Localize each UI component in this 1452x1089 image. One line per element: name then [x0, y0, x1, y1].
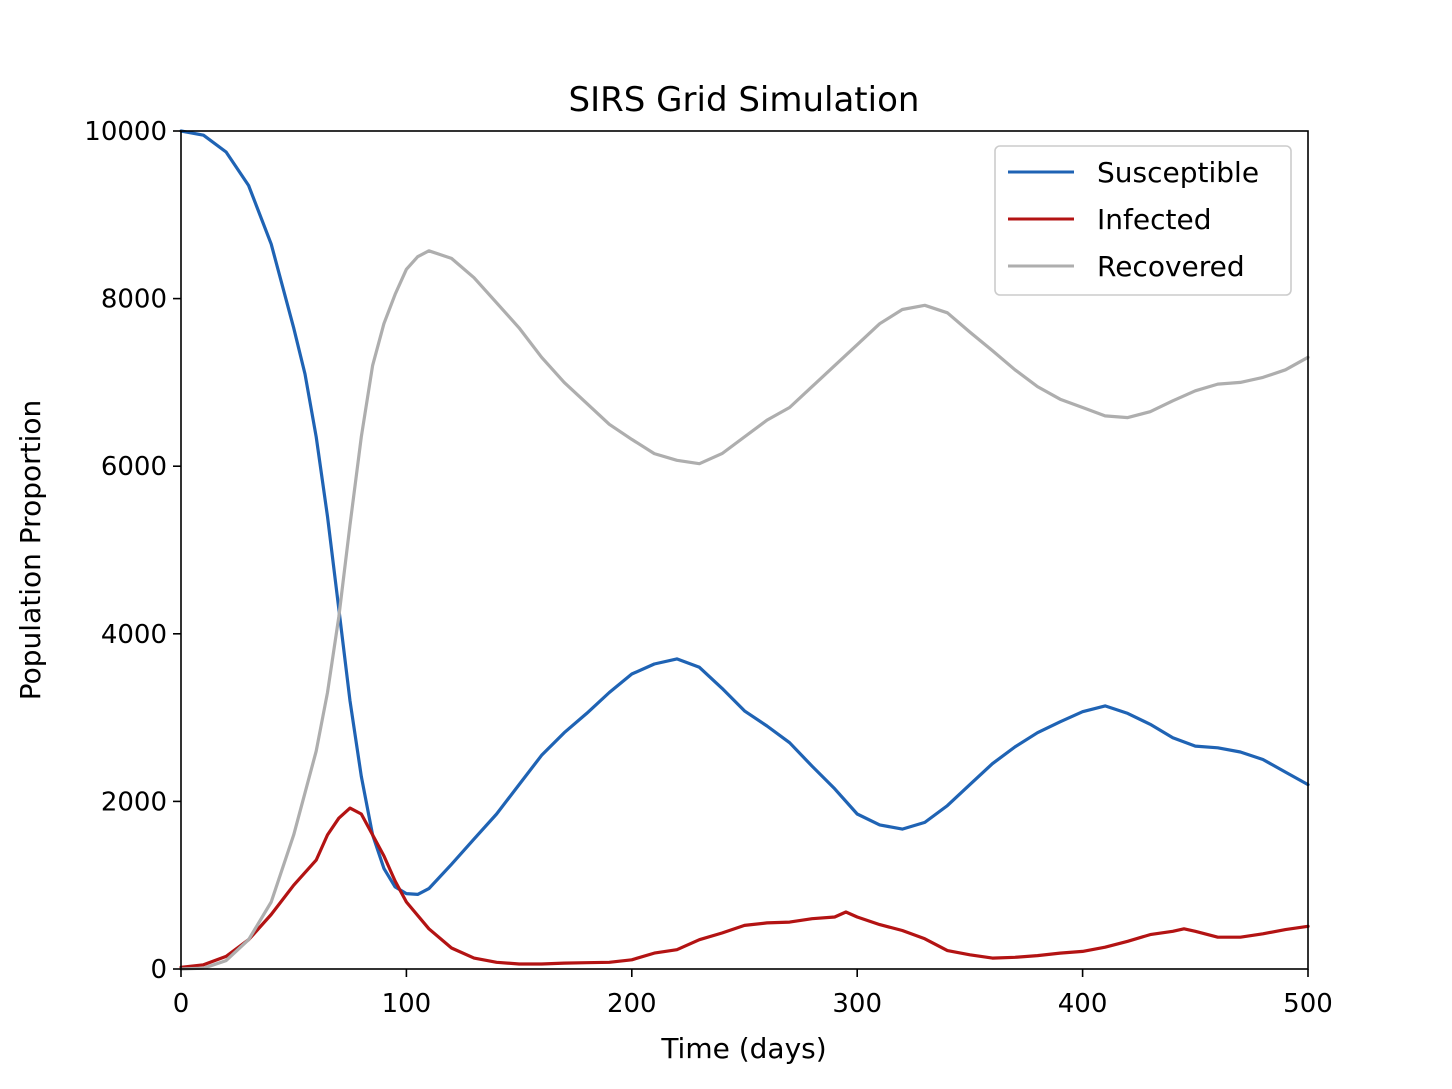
legend-label-susceptible: Susceptible [1097, 156, 1259, 189]
legend-label-infected: Infected [1097, 203, 1211, 236]
series-layer [179, 129, 1310, 971]
y-tick-label: 10000 [84, 117, 167, 147]
series-line-recovered [179, 249, 1310, 971]
x-tick-label: 100 [382, 989, 432, 1019]
y-axis-label: Population Proportion [14, 400, 47, 700]
plot-frame [180, 130, 1309, 970]
y-tick-label: 0 [150, 955, 167, 985]
legend-box [994, 145, 1292, 296]
series-line-susceptible [179, 129, 1310, 896]
x-axis: 0 100 200 300 400 500 [173, 969, 1333, 1019]
y-tick-label: 6000 [101, 452, 167, 482]
y-tick-label: 2000 [101, 787, 167, 817]
series-line-infected [179, 806, 1310, 969]
y-tick-label: 4000 [101, 620, 167, 650]
legend-label-recovered: Recovered [1097, 250, 1245, 283]
x-tick-label: 0 [173, 989, 190, 1019]
y-tick-label: 8000 [101, 285, 167, 315]
x-axis-label: Time (days) [660, 1032, 826, 1065]
x-tick-label: 500 [1283, 989, 1333, 1019]
legend: Susceptible Infected Recovered [994, 145, 1292, 296]
plot-area [179, 129, 1310, 971]
y-axis: 0 2000 4000 6000 8000 10000 [84, 117, 181, 985]
x-tick-label: 400 [1058, 989, 1108, 1019]
x-tick-label: 200 [607, 989, 657, 1019]
x-tick-label: 300 [832, 989, 882, 1019]
chart-title: SIRS Grid Simulation [569, 80, 920, 120]
